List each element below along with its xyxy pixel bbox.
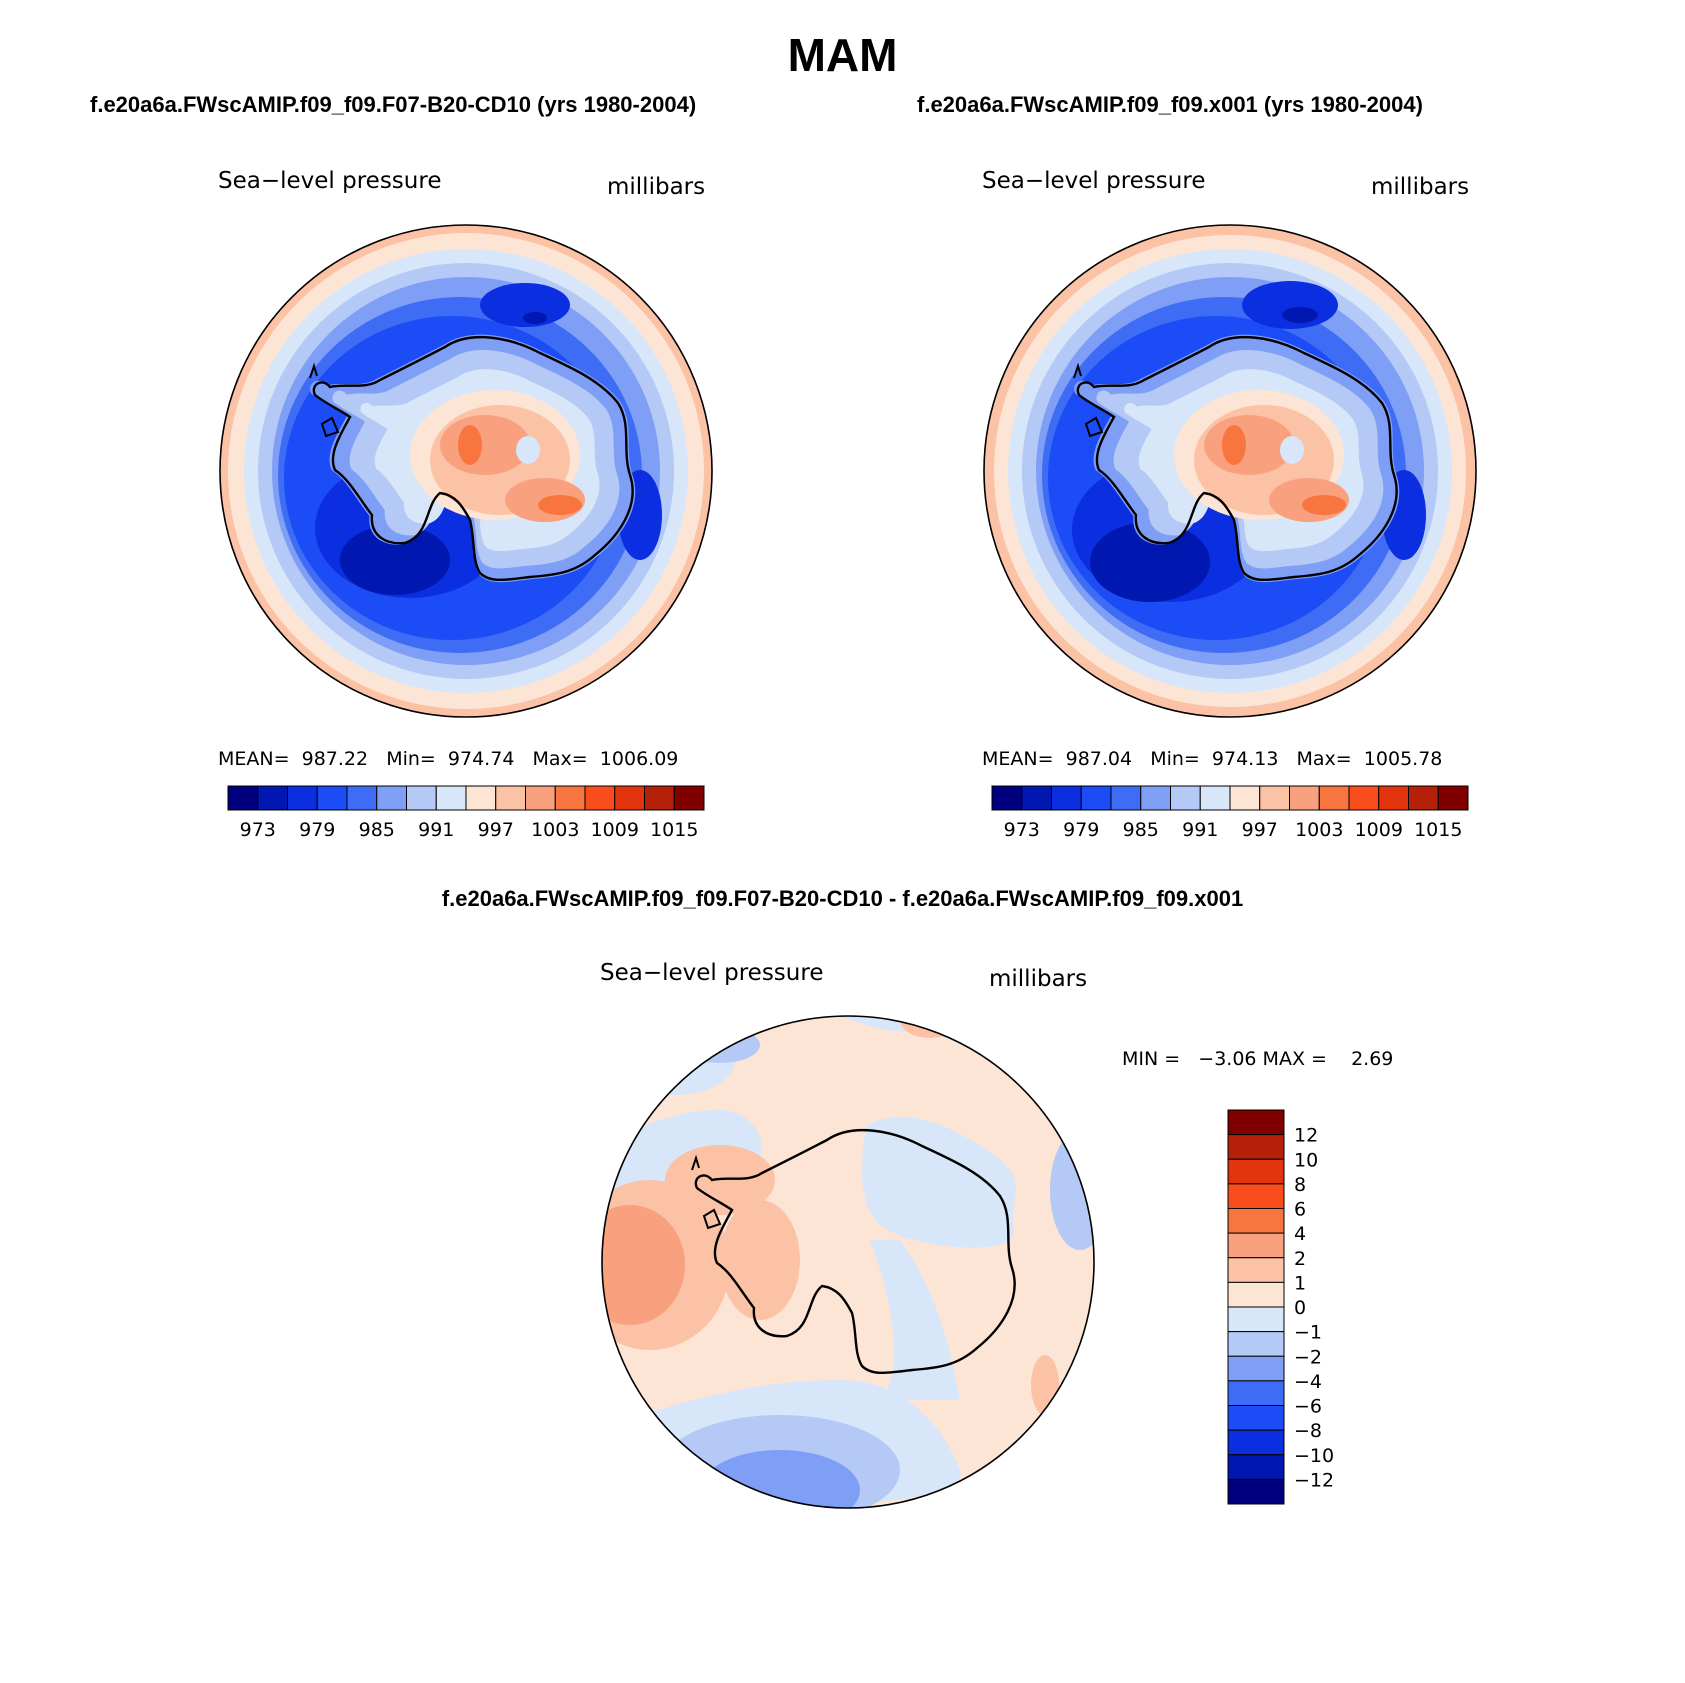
difference-colorbar-tick-label: 0 — [1294, 1297, 1306, 1319]
difference-colorbar-swatch — [1227, 1208, 1285, 1234]
panel-1-case-title: f.e20a6a.FWscAMIP.f09_f09.F07-B20-CD10 (… — [90, 92, 697, 117]
panel-2-colorbar-tick-label: 991 — [1182, 819, 1218, 841]
panel-2-colorbar-swatch — [1140, 785, 1171, 811]
panel-2-colorbar-swatch — [1021, 785, 1052, 811]
difference-colorbar-swatch — [1227, 1405, 1285, 1431]
panel-2-colorbar-swatch — [1110, 785, 1142, 811]
panel-1-colorbar-swatch — [525, 785, 556, 811]
panel-2-colorbar-swatch — [1199, 785, 1231, 811]
panel-2-colorbar-tick-label: 973 — [1004, 819, 1040, 841]
panel-2-colorbar-swatch — [1289, 785, 1320, 811]
panel-2-colorbar: 973 979 985 991 997 1003 1009 1015 — [991, 785, 1469, 841]
difference-colorbar-tick-label: 4 — [1294, 1223, 1306, 1245]
panel-1-colorbar-tick-label: 1009 — [591, 819, 639, 841]
panel-1-colorbar-swatch — [406, 785, 437, 811]
panel-2-colorbar-swatch — [1259, 785, 1290, 811]
panel-1-colorbar-swatch — [465, 785, 497, 811]
panel-1-colorbar-swatch — [673, 785, 705, 811]
panel-1-colorbar-swatch — [346, 785, 378, 811]
difference-colorbar-tick-label: 1 — [1294, 1272, 1306, 1294]
panel-1-colorbar-tick-label: 979 — [299, 819, 335, 841]
difference-colorbar-tick-label: 8 — [1294, 1174, 1306, 1196]
panel-1-colorbar-swatch — [376, 785, 407, 811]
difference-colorbar-tick-label: −6 — [1294, 1396, 1322, 1418]
difference-colorbar-tick-label: 12 — [1294, 1125, 1318, 1147]
panel-1-colorbar-tick-label: 991 — [418, 819, 454, 841]
panel-1-colorbar-tick-label: 973 — [240, 819, 276, 841]
difference-title: f.e20a6a.FWscAMIP.f09_f09.F07-B20-CD10 -… — [441, 886, 1244, 911]
difference-colorbar-tick-label: 10 — [1294, 1149, 1318, 1171]
difference-colorbar-tick-label: −12 — [1294, 1469, 1334, 1491]
panel-1-colorbar-tick-label: 1015 — [650, 819, 698, 841]
difference-map — [602, 1016, 1094, 1508]
panel-2-variable-label: Sea−level pressure — [982, 168, 1206, 194]
difference-colorbar-swatch — [1227, 1478, 1285, 1505]
difference-colorbar-swatch — [1227, 1183, 1285, 1209]
panel-1-colorbar-swatch — [495, 785, 526, 811]
difference-stats: MIN = −3.06 MAX = 2.69 — [1122, 1048, 1394, 1070]
panel-2-colorbar-swatch — [1170, 785, 1201, 811]
difference-colorbar-swatch — [1227, 1134, 1285, 1160]
panel-1-units-label: millibars — [607, 174, 706, 200]
difference-colorbar-swatch — [1227, 1429, 1285, 1456]
page-title: MAM — [787, 29, 898, 81]
difference-colorbar-tick-label: 6 — [1294, 1199, 1306, 1221]
panel-2-colorbar-tick-label: 1015 — [1414, 819, 1462, 841]
panel-2-stats: MEAN= 987.04 Min= 974.13 Max= 1005.78 — [982, 748, 1443, 770]
panel-2-colorbar-swatch — [1408, 785, 1439, 811]
difference-colorbar-swatch — [1227, 1380, 1285, 1406]
panel-2-map — [984, 225, 1476, 717]
panel-1-colorbar-swatch — [435, 785, 467, 811]
panel-1-colorbar-swatch — [316, 785, 348, 811]
difference-colorbar-tick-label: −4 — [1294, 1371, 1322, 1393]
panel-1-colorbar-tick-label: 985 — [359, 819, 395, 841]
panel-2-units-label: millibars — [1371, 174, 1470, 200]
panel-1-colorbar-tick-label: 1003 — [531, 819, 579, 841]
difference-units-label: millibars — [989, 966, 1088, 992]
panel-1-colorbar-swatch — [257, 785, 288, 811]
panel-2-colorbar-tick-label: 979 — [1063, 819, 1099, 841]
difference-colorbar-tick-label: −1 — [1294, 1322, 1322, 1344]
difference-colorbar-tick-label: 2 — [1294, 1248, 1306, 1270]
panel-1-colorbar-swatch — [644, 785, 675, 811]
panel-2-colorbar-swatch — [1378, 785, 1409, 811]
panel-2-case-title: f.e20a6a.FWscAMIP.f09_f09.x001 (yrs 1980… — [917, 92, 1423, 117]
panel-2-colorbar-swatch — [1318, 785, 1350, 811]
panel-1-colorbar-swatch — [584, 785, 616, 811]
panel-2-colorbar-tick-label: 1009 — [1355, 819, 1403, 841]
panel-1-colorbar-swatch — [554, 785, 586, 811]
panel-2-colorbar-swatch — [1348, 785, 1380, 811]
panel-2-colorbar-tick-label: 1003 — [1295, 819, 1343, 841]
panel-1-colorbar: 973 979 985 991 997 1003 1009 1015 — [227, 785, 705, 841]
difference-variable-label: Sea−level pressure — [600, 960, 824, 986]
difference-colorbar-tick-label: −10 — [1294, 1445, 1334, 1467]
panel-1-colorbar-swatch — [614, 785, 645, 811]
difference-colorbar-tick-label: −8 — [1294, 1420, 1322, 1442]
panel-2-colorbar-swatch — [991, 785, 1023, 811]
panel-1-colorbar-swatch — [227, 785, 259, 811]
difference-colorbar-swatch — [1227, 1257, 1285, 1283]
difference-colorbar-swatch — [1227, 1232, 1285, 1259]
difference-colorbar-swatch — [1227, 1306, 1285, 1333]
panel-2-colorbar-swatch — [1437, 785, 1469, 811]
difference-colorbar-swatch — [1227, 1454, 1285, 1480]
difference-colorbar-swatch — [1227, 1331, 1285, 1357]
panel-1-colorbar-tick-label: 997 — [478, 819, 514, 841]
panel-2-colorbar-tick-label: 997 — [1242, 819, 1278, 841]
panel-2-colorbar-swatch — [1229, 785, 1261, 811]
panel-2-colorbar-swatch — [1080, 785, 1112, 811]
difference-colorbar-swatch — [1227, 1158, 1285, 1185]
difference-colorbar-swatch — [1227, 1355, 1285, 1382]
panel-1-map — [220, 225, 712, 717]
panel-1-variable-label: Sea−level pressure — [218, 168, 442, 194]
difference-colorbar-tick-label: −2 — [1294, 1346, 1322, 1368]
panel-1-stats: MEAN= 987.22 Min= 974.74 Max= 1006.09 — [218, 748, 679, 770]
difference-colorbar-swatch — [1227, 1281, 1285, 1308]
panel-2-colorbar-swatch — [1051, 785, 1082, 811]
difference-colorbar-swatch — [1227, 1109, 1285, 1136]
panel-1-colorbar-swatch — [287, 785, 318, 811]
panel-2-colorbar-tick-label: 985 — [1123, 819, 1159, 841]
